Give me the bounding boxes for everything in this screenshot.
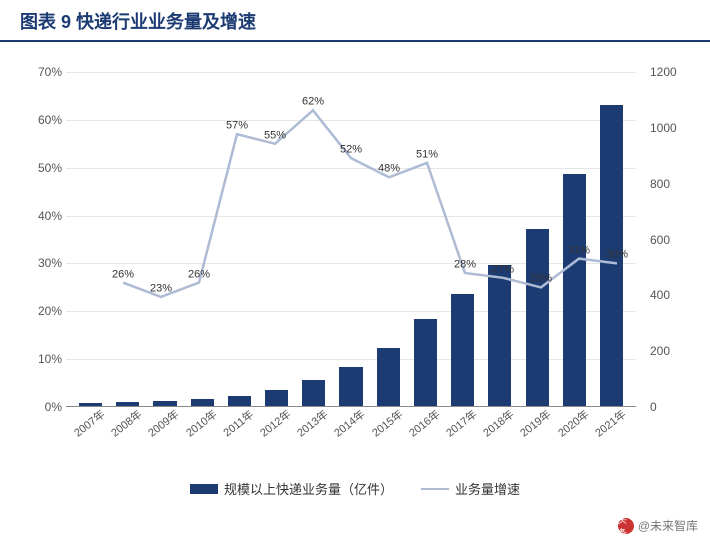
chart-title-bar: 图表 9 快递行业业务量及增速: [0, 0, 710, 42]
x-axis-label: 2019年: [516, 405, 555, 441]
legend-item-line: 业务量增速: [421, 479, 520, 498]
y-right-tick: 0: [650, 400, 690, 414]
line-series-svg: [66, 72, 636, 406]
y-right-tick: 1200: [650, 65, 690, 79]
line-data-label: 52%: [340, 144, 362, 156]
x-axis-label: 2014年: [330, 405, 369, 441]
line-data-label: 28%: [454, 259, 476, 271]
x-axis-label: 2016年: [404, 405, 443, 441]
x-axis-label: 2010年: [181, 405, 220, 441]
line-data-label: 57%: [226, 120, 248, 132]
y-left-tick: 10%: [20, 352, 62, 366]
y-left-tick: 70%: [20, 65, 62, 79]
legend-item-bar: 规模以上快递业务量（亿件）: [190, 479, 393, 498]
line-data-label: 26%: [112, 268, 134, 280]
line-data-label: 62%: [302, 96, 324, 108]
line-data-label: 31%: [568, 244, 590, 256]
line-data-label: 48%: [378, 163, 400, 175]
line-data-label: 51%: [416, 149, 438, 161]
x-axis-label: 2015年: [367, 405, 406, 441]
y-left-tick: 20%: [20, 304, 62, 318]
watermark: 头条 @未来智库: [618, 517, 698, 534]
legend-swatch-bar: [190, 484, 218, 494]
x-axis-label: 2021年: [590, 405, 629, 441]
y-left-tick: 60%: [20, 113, 62, 127]
chart-area: 0% 10% 20% 30% 40% 50% 60% 70% 0 200 400 600 800 100…: [20, 62, 690, 502]
y-left-tick: 40%: [20, 209, 62, 223]
line-data-label: 23%: [150, 283, 172, 295]
line-data-label: 27%: [492, 263, 514, 275]
line-data-label: 30%: [606, 249, 628, 261]
line-data-label: 26%: [188, 268, 210, 280]
x-axis-label: 2017年: [442, 405, 481, 441]
plot-region: 26% 23% 26% 57% 55% 62% 52% 48% 51% 28% 27% 25% 31% 3…: [66, 72, 636, 407]
x-axis-label: 2020年: [553, 405, 592, 441]
y-right-tick: 600: [650, 233, 690, 247]
x-axis-labels: 2007年2008年2009年2010年2011年2012年2013年2014年…: [66, 412, 636, 428]
x-axis-label: 2009年: [144, 405, 183, 441]
legend-swatch-line: [421, 488, 449, 490]
x-axis-label: 2007年: [70, 405, 109, 441]
y-right-tick: 200: [650, 344, 690, 358]
chart-title: 图表 9 快递行业业务量及增速: [20, 8, 256, 34]
y-right-tick: 800: [650, 177, 690, 191]
x-axis-label: 2012年: [256, 405, 295, 441]
y-right-tick: 1000: [650, 121, 690, 135]
y-left-tick: 30%: [20, 256, 62, 270]
x-axis-label: 2011年: [218, 405, 257, 441]
line-data-label: 55%: [264, 129, 286, 141]
y-left-tick: 50%: [20, 161, 62, 175]
y-left-tick: 0%: [20, 400, 62, 414]
legend-label-bar: 规模以上快递业务量（亿件）: [224, 479, 393, 498]
x-axis-label: 2018年: [479, 405, 518, 441]
y-right-tick: 400: [650, 288, 690, 302]
legend: 规模以上快递业务量（亿件） 业务量增速: [20, 479, 690, 498]
watermark-author: @未来智库: [638, 517, 698, 534]
x-axis-label: 2013年: [293, 405, 332, 441]
line-data-label: 25%: [530, 273, 552, 285]
watermark-avatar-icon: 头条: [618, 518, 634, 534]
legend-label-line: 业务量增速: [455, 479, 520, 498]
x-axis-label: 2008年: [107, 405, 146, 441]
